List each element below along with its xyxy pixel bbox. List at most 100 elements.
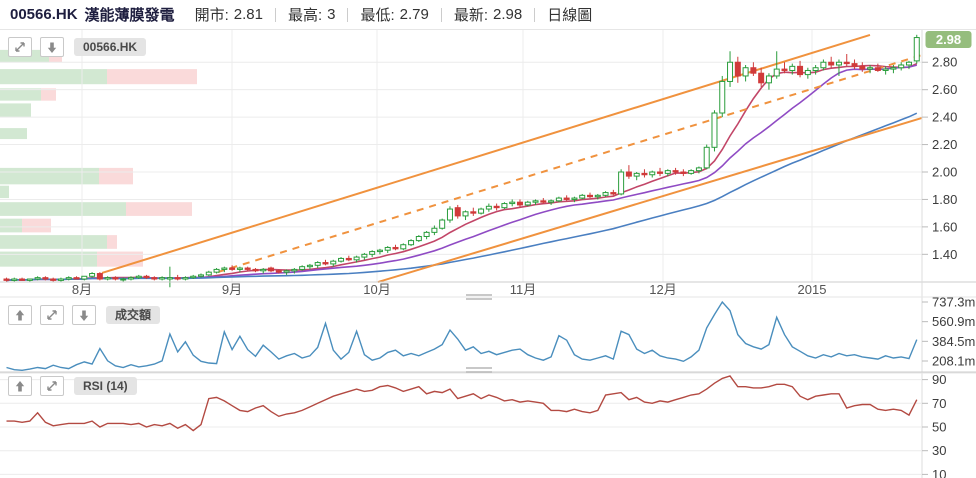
- price-tick-label: 1.80: [932, 192, 957, 207]
- candle-body: [236, 267, 243, 270]
- open-value: 2.81: [233, 6, 263, 23]
- high-value: 3: [327, 6, 336, 23]
- candle-body: [244, 267, 251, 270]
- stock-name: 漢能薄膜發電: [84, 7, 175, 24]
- volume-profile-bar-down: [126, 202, 192, 216]
- expand-main-pane-button[interactable]: [8, 37, 32, 57]
- volume-profile-bar-up: [0, 69, 107, 85]
- volume-tick-label: 384.5m: [932, 334, 975, 349]
- candle-body: [408, 240, 415, 246]
- candle-body: [104, 277, 111, 280]
- arrow-down-icon: [79, 310, 89, 321]
- candle-body: [890, 67, 897, 70]
- candle-body: [376, 249, 383, 253]
- candle-body: [672, 170, 679, 173]
- chart-canvas[interactable]: 2.80 2.60 2.40 2.20 2.00 1.80 1.60 1.40 8月 9月 10月 1…: [0, 30, 976, 478]
- header: 00566.HK 漢能薄膜發電 開市: 2.81 最高: 3 最低: 2.79 …: [0, 0, 976, 30]
- candle-body: [400, 244, 407, 250]
- candle-body: [26, 278, 33, 281]
- rsi-indicator-badge: RSI (14): [74, 377, 137, 395]
- candle-body: [571, 197, 578, 200]
- volume-indicator-badge: 成交額: [106, 306, 161, 324]
- candle-body: [524, 201, 531, 206]
- price-tick-label: 2.20: [932, 137, 957, 152]
- volume-profile-bar-down: [41, 88, 56, 101]
- volume-profile-bar-up: [0, 88, 41, 101]
- candle-body: [353, 256, 360, 261]
- main-volume-divider-handle[interactable]: [466, 294, 492, 300]
- rsi-tick-label: 90: [932, 372, 946, 387]
- volume-profile-bar-up: [0, 128, 27, 140]
- candle-body: [446, 208, 453, 221]
- candle-body: [874, 67, 881, 71]
- candle-body: [299, 266, 306, 270]
- expand-rsi-pane-button[interactable]: [40, 376, 64, 396]
- candle-body: [750, 67, 757, 74]
- candle-body: [758, 72, 765, 84]
- candle-body: [112, 277, 119, 280]
- candle-body: [851, 63, 858, 67]
- price-tick-label: 1.40: [932, 247, 957, 262]
- candle-body: [516, 201, 523, 206]
- candle-body: [680, 171, 687, 174]
- candle-body: [89, 273, 96, 277]
- period-label: 日線圖: [547, 7, 593, 24]
- candle-body: [81, 275, 88, 280]
- candle-body: [330, 260, 337, 265]
- separator: [347, 7, 349, 22]
- arrow-down-icon: [47, 42, 57, 53]
- rsi-tick-label: 70: [932, 396, 946, 411]
- expand-volume-pane-button[interactable]: [40, 305, 64, 325]
- candle-body: [618, 171, 625, 195]
- candle-body: [166, 277, 173, 280]
- candle-body: [711, 112, 718, 148]
- volume-line: [6, 300, 918, 372]
- trendline-dashed: [217, 54, 923, 273]
- candle-body: [804, 69, 811, 76]
- price-tick-label: 2.60: [932, 82, 957, 97]
- candle-body: [454, 207, 461, 217]
- candle-body: [703, 146, 710, 169]
- candle-body: [664, 170, 671, 174]
- candle-body: [610, 192, 617, 195]
- candle-body: [268, 267, 275, 272]
- separator: [274, 7, 276, 22]
- move-main-pane-down-button[interactable]: [40, 37, 64, 57]
- candle-body: [789, 65, 796, 71]
- candle-body: [509, 201, 516, 205]
- price-tick-label: 2.80: [932, 55, 957, 70]
- separator: [534, 7, 536, 22]
- trendline-solid: [101, 33, 871, 274]
- low-value: 2.79: [399, 6, 429, 23]
- field-open: 開市: 2.81: [195, 4, 263, 25]
- expand-icon: [15, 42, 25, 52]
- candle-body: [625, 171, 632, 177]
- candle-body: [151, 277, 158, 280]
- candle-body: [198, 274, 204, 277]
- field-high: 最高: 3: [288, 4, 336, 25]
- move-volume-pane-up-button[interactable]: [8, 305, 32, 325]
- rsi-pane-controls: RSI (14): [8, 376, 137, 396]
- candle-body: [843, 61, 850, 65]
- candle-body: [462, 211, 469, 217]
- candle-body: [135, 275, 142, 279]
- last-label: 最新:: [453, 7, 488, 24]
- expand-icon: [47, 310, 57, 320]
- x-axis-tick-label: 12月: [649, 282, 676, 297]
- candle-body: [898, 64, 905, 69]
- volume-rsi-divider-handle[interactable]: [466, 367, 492, 373]
- move-rsi-pane-up-button[interactable]: [8, 376, 32, 396]
- volume-tick-label: 560.9m: [932, 314, 975, 329]
- candle-body: [252, 268, 259, 272]
- candle-body: [361, 253, 368, 258]
- candle-body: [493, 205, 500, 209]
- candle-body: [835, 61, 842, 66]
- candle-body: [812, 67, 819, 71]
- field-period: 日線圖: [547, 4, 592, 25]
- candle-body: [579, 194, 586, 199]
- candle-body: [859, 65, 866, 70]
- stock-symbol: 00566.HK: [10, 6, 78, 23]
- rsi-tick-label: 10: [932, 467, 946, 478]
- x-axis-tick-label: 11月: [510, 282, 537, 297]
- move-volume-pane-down-button[interactable]: [72, 305, 96, 325]
